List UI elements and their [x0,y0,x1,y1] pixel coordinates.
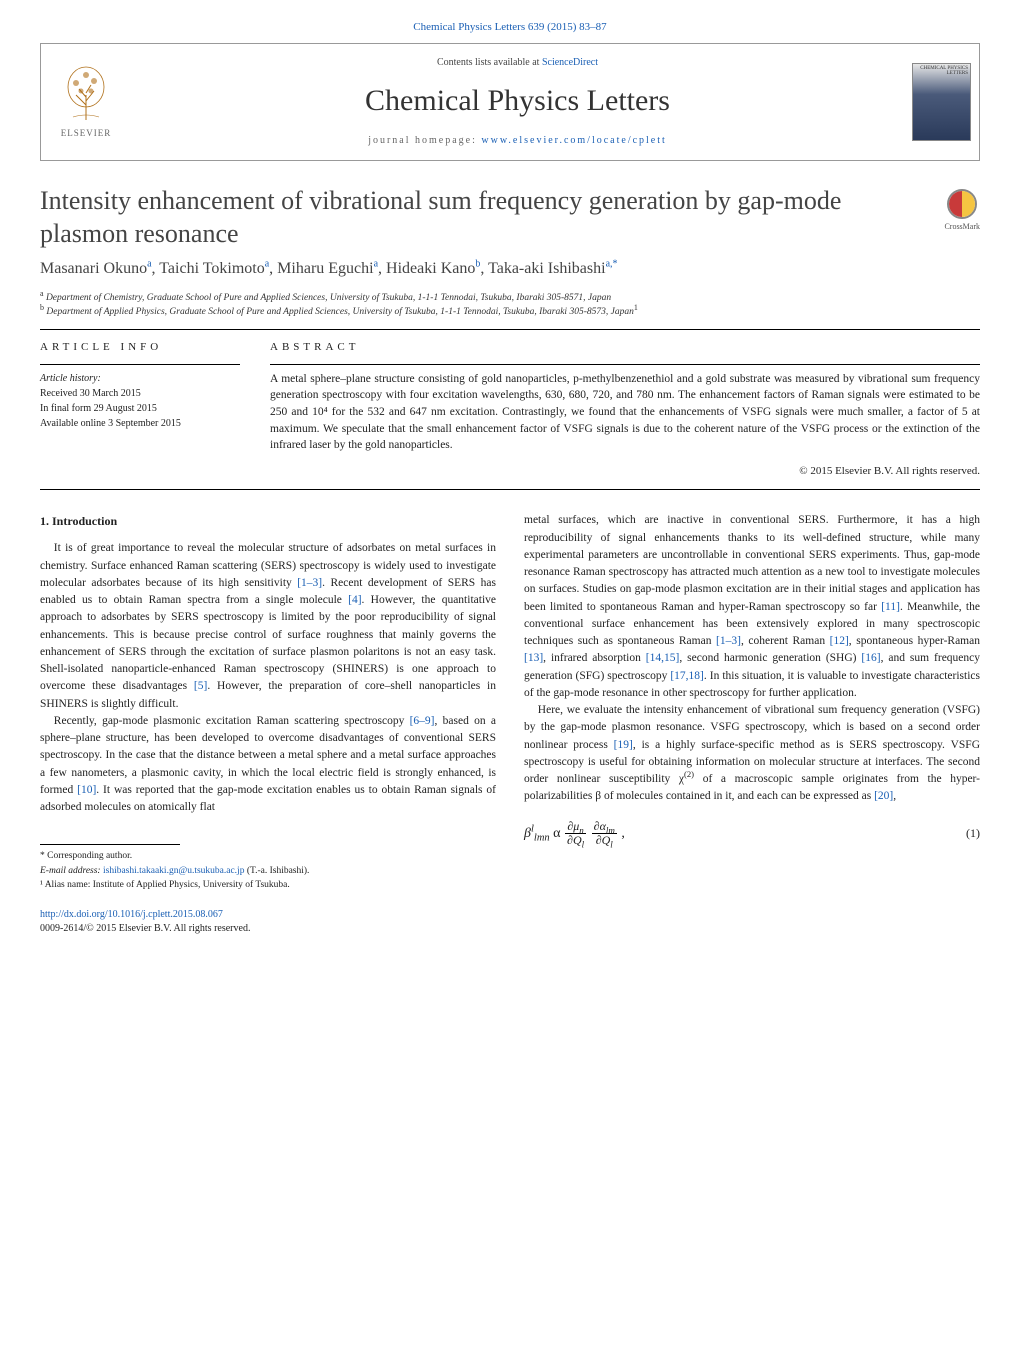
equation-1: βllmn α ∂μn∂Ql ∂αlm∂Ql , (1) [524,820,980,847]
email-label: E-mail address: [40,866,103,876]
cover-thumbnail: CHEMICAL PHYSICS LETTERS [912,63,971,141]
body-columns: 1. Introduction It is of great importanc… [40,512,980,936]
cite-10[interactable]: [10] [77,784,96,796]
received-date: Received 30 March 2015 [40,386,240,401]
column-left: 1. Introduction It is of great importanc… [40,512,496,936]
affiliations: a Department of Chemistry, Graduate Scho… [40,291,980,320]
homepage-prefix: journal homepage: [368,135,481,146]
journal-cover[interactable]: CHEMICAL PHYSICS LETTERS [904,44,979,160]
sciencedirect-link[interactable]: ScienceDirect [542,57,598,68]
rule-bottom [40,489,980,490]
cite-14-15[interactable]: [14,15] [646,652,680,664]
article-title: Intensity enhancement of vibrational sum… [40,185,932,250]
abstract-copyright: © 2015 Elsevier B.V. All rights reserved… [270,464,980,479]
affiliation-a-text: Department of Chemistry, Graduate School… [46,293,611,303]
cite-11[interactable]: [11] [881,601,900,613]
elsevier-tree-icon [61,65,111,125]
history-label: Article history: [40,371,240,386]
abstract-head: ABSTRACT [270,340,980,355]
chi-sup: (2) [684,769,694,779]
cite-12[interactable]: [12] [830,635,849,647]
cite-5[interactable]: [5] [194,680,207,692]
journal-header-box: ELSEVIER Contents lists available at Sci… [40,43,980,161]
article-history: Article history: Received 30 March 2015 … [40,371,240,431]
citation-header: Chemical Physics Letters 639 (2015) 83–8… [40,20,980,35]
cite-20[interactable]: [20] [874,790,893,802]
cite-17-18[interactable]: [17,18] [670,670,704,682]
equation-number: (1) [966,824,980,842]
section-1-head: 1. Introduction [40,512,496,530]
crossmark-icon [947,189,977,219]
email-line: E-mail address: ishibashi.takaaki.gn@u.t… [40,864,496,878]
para-4: Here, we evaluate the intensity enhancem… [524,702,980,806]
cite-1-3b[interactable]: [1–3] [716,635,741,647]
title-row: Intensity enhancement of vibrational sum… [40,185,980,250]
authors: Masanari Okunoa, Taichi Tokimotoa, Mihar… [40,258,980,280]
cite-19[interactable]: [19] [614,739,633,751]
cite-6-9[interactable]: [6–9] [410,715,435,727]
article-info-head: ARTICLE INFO [40,340,240,355]
column-right: metal surfaces, which are inactive in co… [524,512,980,936]
abstract-body: A metal sphere–plane structure consistin… [270,371,980,454]
alias-name: ¹ Alias name: Institute of Applied Physi… [40,878,496,892]
cover-thumb-label: CHEMICAL PHYSICS LETTERS [913,66,968,76]
final-form-date: In final form 29 August 2015 [40,401,240,416]
affiliation-b: b Department of Applied Physics, Graduat… [40,305,980,319]
cite-16[interactable]: [16] [861,652,880,664]
journal-homepage: journal homepage: www.elsevier.com/locat… [131,134,904,148]
crossmark-label: CrossMark [944,221,980,232]
abstract: ABSTRACT A metal sphere–plane structure … [270,340,980,479]
corresponding-author: * Corresponding author. [40,849,496,863]
contents-available: Contents lists available at ScienceDirec… [131,56,904,70]
citation-link[interactable]: Chemical Physics Letters 639 (2015) 83–8… [413,21,606,33]
cite-1-3[interactable]: [1–3] [297,577,322,589]
footnotes: * Corresponding author. E-mail address: … [40,849,496,892]
affiliation-a: a Department of Chemistry, Graduate Scho… [40,291,980,305]
doi-link[interactable]: http://dx.doi.org/10.1016/j.cplett.2015.… [40,909,223,920]
homepage-link[interactable]: www.elsevier.com/locate/cplett [481,135,666,146]
para-2: Recently, gap-mode plasmonic excitation … [40,713,496,817]
email-who: (T.-a. Ishibashi). [244,866,309,876]
footnote-rule [40,844,180,845]
elsevier-label: ELSEVIER [61,127,112,140]
crossmark-badge[interactable]: CrossMark [944,185,980,232]
cite-13[interactable]: [13] [524,652,543,664]
equation-body: βllmn α ∂μn∂Ql ∂αlm∂Ql , [524,820,966,847]
doi-block: http://dx.doi.org/10.1016/j.cplett.2015.… [40,908,496,936]
email-link[interactable]: ishibashi.takaaki.gn@u.tsukuba.ac.jp [103,866,244,876]
info-rule [40,364,240,365]
info-abstract-row: ARTICLE INFO Article history: Received 3… [40,340,980,479]
article-info: ARTICLE INFO Article history: Received 3… [40,340,240,479]
abstract-rule [270,364,980,365]
online-date: Available online 3 September 2015 [40,416,240,431]
para-1: It is of great importance to reveal the … [40,540,496,713]
elsevier-logo[interactable]: ELSEVIER [41,44,131,160]
issn-copyright: 0009-2614/© 2015 Elsevier B.V. All right… [40,923,250,934]
para-3: metal surfaces, which are inactive in co… [524,512,980,702]
header-center: Contents lists available at ScienceDirec… [131,44,904,160]
contents-prefix: Contents lists available at [437,57,542,68]
rule-top [40,329,980,330]
journal-name: Chemical Physics Letters [131,80,904,122]
cite-4[interactable]: [4] [348,594,361,606]
